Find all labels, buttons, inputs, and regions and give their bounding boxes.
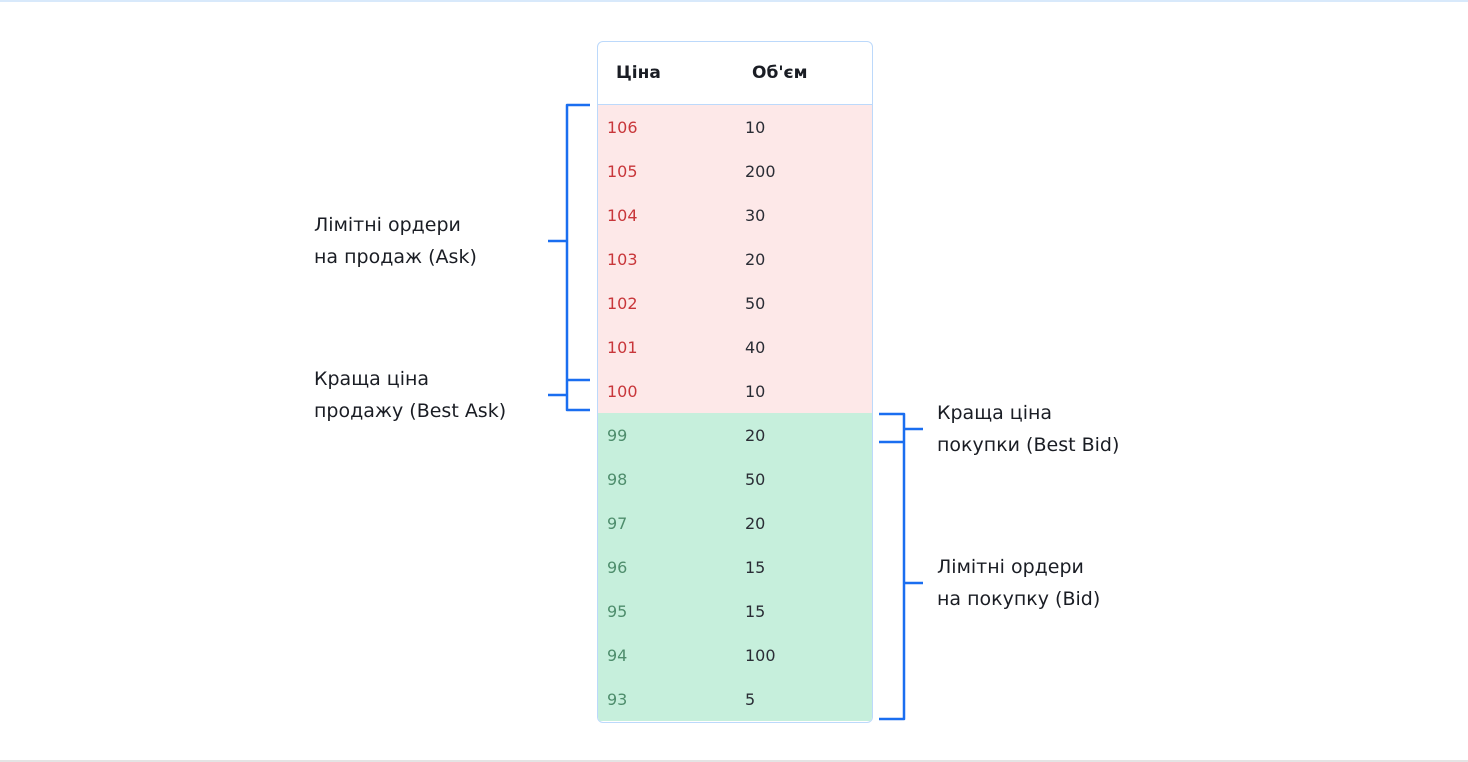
bid-label-line2: на покупку (Bid) bbox=[937, 588, 1101, 610]
ask-volume: 10 bbox=[745, 117, 766, 137]
bid-row: 96 15 bbox=[598, 545, 872, 589]
ask-price: 104 bbox=[607, 205, 638, 225]
best-ask-bracket bbox=[548, 378, 590, 397]
best-bid-label: Краща ціна покупки (Best Bid) bbox=[937, 397, 1119, 461]
bid-volume: 5 bbox=[745, 689, 756, 709]
order-book-table: Ціна Об'єм 106 10 105 200 104 30 103 20 102 50 101… bbox=[597, 41, 873, 723]
bid-row: 97 20 bbox=[598, 501, 872, 545]
ask-volume: 50 bbox=[745, 293, 766, 313]
ask-price: 100 bbox=[607, 381, 638, 401]
ask-price: 105 bbox=[607, 161, 638, 181]
bid-volume: 20 bbox=[745, 425, 766, 445]
best-bid-label-line2: покупки (Best Bid) bbox=[937, 434, 1120, 456]
ask-price: 106 bbox=[607, 117, 638, 137]
best-ask-label-line1: Краща ціна bbox=[314, 368, 430, 390]
bid-row: 95 15 bbox=[598, 589, 872, 633]
ask-price: 101 bbox=[607, 337, 638, 357]
bid-row: 93 5 bbox=[598, 677, 872, 721]
bid-volume: 15 bbox=[745, 557, 766, 577]
ask-volume: 30 bbox=[745, 205, 766, 225]
ask-row: 104 30 bbox=[598, 193, 872, 237]
bottom-divider bbox=[0, 760, 1468, 762]
ask-label-line2: на продаж (Ask) bbox=[314, 246, 477, 268]
best-ask-label: Краща ціна продажу (Best Ask) bbox=[314, 363, 506, 427]
bid-volume: 20 bbox=[745, 513, 766, 533]
ask-volume: 10 bbox=[745, 381, 766, 401]
ask-label-line1: Лімітні ордери bbox=[314, 214, 461, 236]
ask-price: 102 bbox=[607, 293, 638, 313]
bid-row: 94 100 bbox=[598, 633, 872, 677]
bid-row: 98 50 bbox=[598, 457, 872, 501]
bid-price: 95 bbox=[607, 601, 628, 621]
ask-bracket bbox=[548, 103, 590, 412]
bid-label-line1: Лімітні ордери bbox=[937, 556, 1084, 578]
ask-row: 102 50 bbox=[598, 281, 872, 325]
ask-row: 105 200 bbox=[598, 149, 872, 193]
ask-row: 106 10 bbox=[598, 105, 872, 149]
bid-price: 93 bbox=[607, 689, 628, 709]
bid-volume: 100 bbox=[745, 645, 776, 665]
bid-volume: 15 bbox=[745, 601, 766, 621]
ask-row: 101 40 bbox=[598, 325, 872, 369]
bid-row: 99 20 bbox=[598, 413, 872, 457]
bid-bracket bbox=[879, 412, 923, 721]
ask-row: 100 10 bbox=[598, 369, 872, 413]
ask-volume: 20 bbox=[745, 249, 766, 269]
best-ask-label-line2: продажу (Best Ask) bbox=[314, 400, 507, 422]
price-column-header: Ціна bbox=[616, 63, 661, 83]
top-divider bbox=[0, 0, 1468, 2]
bid-price: 97 bbox=[607, 513, 628, 533]
bid-price: 96 bbox=[607, 557, 628, 577]
bid-price: 99 bbox=[607, 425, 628, 445]
ask-volume: 200 bbox=[745, 161, 776, 181]
bid-volume: 50 bbox=[745, 469, 766, 489]
ask-volume: 40 bbox=[745, 337, 766, 357]
ask-label: Лімітні ордери на продаж (Ask) bbox=[314, 209, 477, 273]
best-bid-bracket bbox=[879, 427, 923, 444]
bid-price: 94 bbox=[607, 645, 628, 665]
best-bid-label-line1: Краща ціна bbox=[937, 402, 1053, 424]
bid-price: 98 bbox=[607, 469, 628, 489]
ask-row: 103 20 bbox=[598, 237, 872, 281]
volume-column-header: Об'єм bbox=[752, 63, 808, 83]
ask-price: 103 bbox=[607, 249, 638, 269]
table-header: Ціна Об'єм bbox=[598, 42, 872, 105]
bid-label: Лімітні ордери на покупку (Bid) bbox=[937, 551, 1100, 615]
